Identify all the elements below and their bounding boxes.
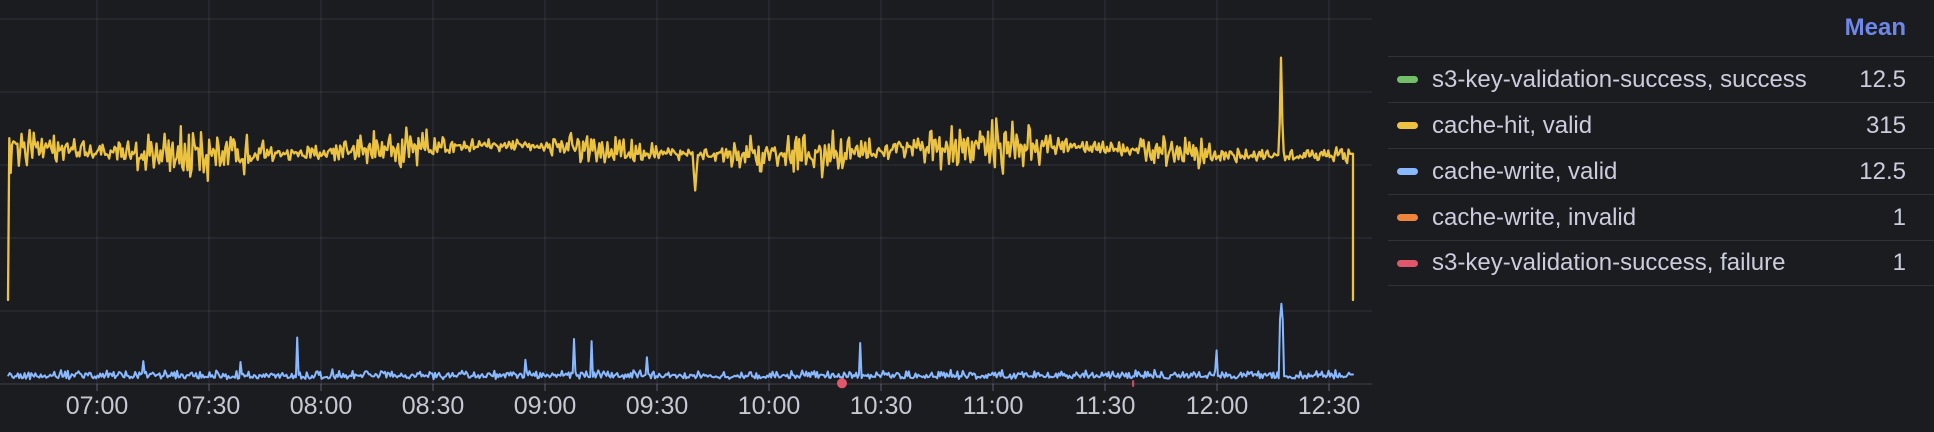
legend-mean-column-header[interactable]: Mean xyxy=(1844,14,1906,41)
series-point-marker[interactable] xyxy=(837,378,847,389)
series-line xyxy=(6,56,1355,302)
series-label[interactable]: cache-write, invalid xyxy=(1432,203,1637,231)
series-color-swatch[interactable] xyxy=(1397,259,1418,267)
series-mean-value: 12.5 xyxy=(1859,157,1906,185)
series-color-swatch[interactable] xyxy=(1397,168,1418,175)
series-line xyxy=(7,302,1354,381)
series-point-tick xyxy=(1132,380,1135,387)
series-label[interactable]: cache-write, valid xyxy=(1432,157,1618,185)
legend-row: s3-key-validation-success, success 12.5 xyxy=(1388,56,1934,102)
series-color-swatch[interactable] xyxy=(1397,122,1418,129)
series-label[interactable]: cache-hit, valid xyxy=(1432,111,1593,139)
series-label[interactable]: s3-key-validation-success, failure xyxy=(1432,249,1786,276)
series-mean-value: 1 xyxy=(1892,249,1906,276)
series-color-swatch[interactable] xyxy=(1397,214,1418,221)
legend-row: s3-key-validation-success, failure 1 xyxy=(1388,240,1934,286)
series-mean-value: 12.5 xyxy=(1859,65,1906,93)
series-mean-value: 315 xyxy=(1865,111,1906,139)
legend-row: cache-write, invalid 1 xyxy=(1388,194,1934,240)
legend-header-row: Mean xyxy=(1388,0,1934,56)
legend-table: Mean s3-key-validation-success, success 1… xyxy=(1388,0,1934,286)
legend-rows: s3-key-validation-success, success 12.5 ca… xyxy=(1388,56,1934,286)
series-mean-value: 1 xyxy=(1892,203,1906,231)
legend-row: cache-write, valid 12.5 xyxy=(1388,148,1934,194)
series-color-swatch[interactable] xyxy=(1397,76,1418,83)
series-label[interactable]: s3-key-validation-success, success xyxy=(1432,65,1807,93)
legend-row: cache-hit, valid 315 xyxy=(1388,102,1934,148)
